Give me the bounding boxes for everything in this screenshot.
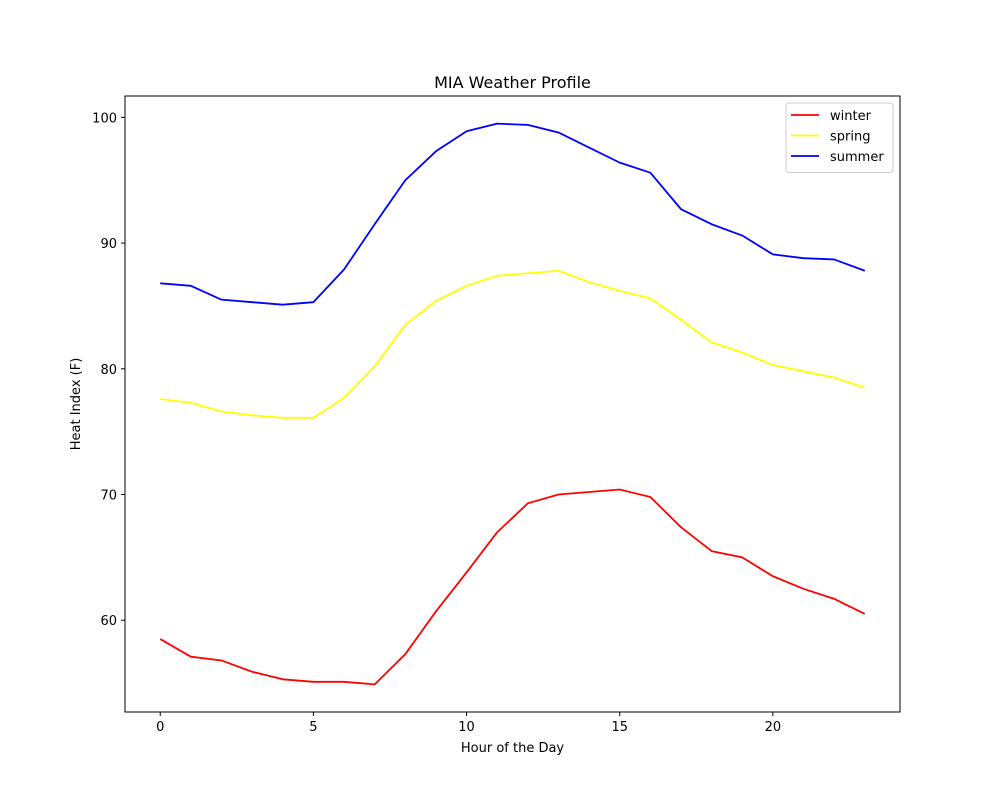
legend: winter spring summer xyxy=(785,102,894,173)
y-tick-label: 60 xyxy=(100,614,117,629)
x-axis-label: Hour of the Day xyxy=(461,741,565,756)
x-tick-label: 0 xyxy=(156,720,164,735)
series-layer xyxy=(159,122,866,686)
x-tick-label: 15 xyxy=(611,720,628,735)
y-tick-label: 90 xyxy=(100,237,117,252)
y-axis: 60 70 80 90 100 xyxy=(92,111,125,629)
series-line-spring xyxy=(160,269,866,419)
y-tick-label: 100 xyxy=(92,111,117,126)
legend-label-spring: spring xyxy=(830,130,870,145)
legend-label-winter: winter xyxy=(830,109,872,124)
y-tick-label: 80 xyxy=(100,363,117,378)
x-tick-label: 5 xyxy=(309,720,317,735)
x-tick-label: 20 xyxy=(765,720,782,735)
y-axis-label: Heat Index (F) xyxy=(69,358,84,451)
x-tick-label: 10 xyxy=(458,720,475,735)
plot-area xyxy=(125,96,900,712)
series-line-winter xyxy=(159,488,866,686)
y-tick-label: 70 xyxy=(100,489,117,504)
chart-title: MIA Weather Profile xyxy=(434,73,591,92)
legend-label-summer: summer xyxy=(830,150,884,165)
plot-frame xyxy=(124,95,901,713)
x-axis: 0 5 10 15 20 xyxy=(156,712,781,735)
series-line-summer xyxy=(160,122,866,306)
